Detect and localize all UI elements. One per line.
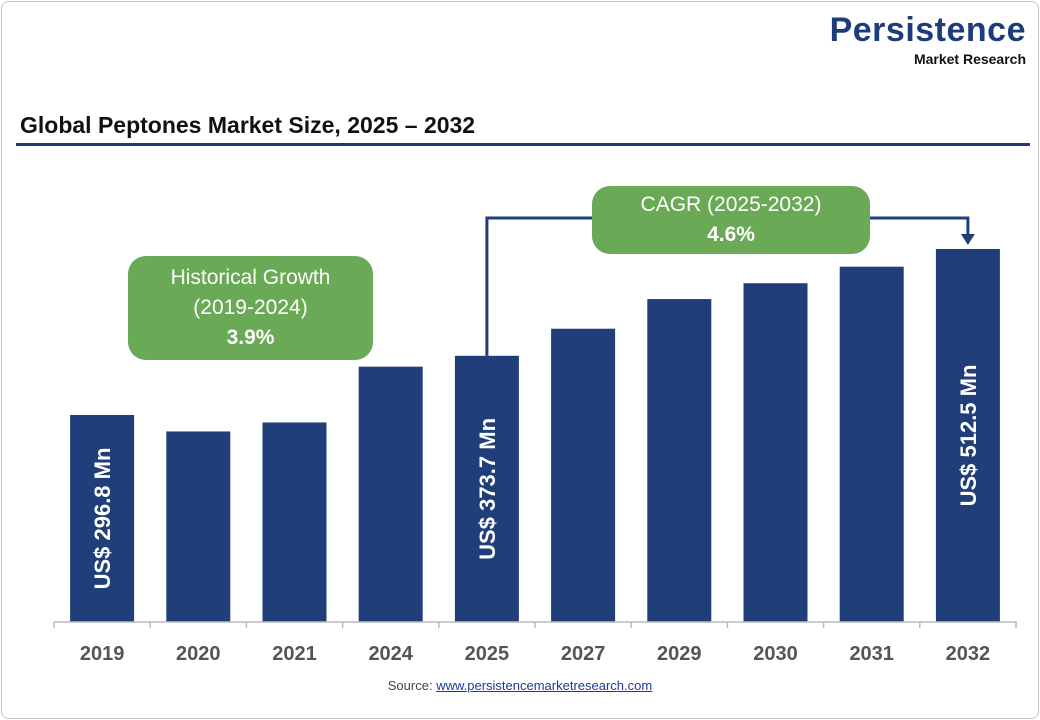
cagr-connector-end	[870, 216, 970, 236]
cagr-connector-start	[485, 216, 592, 356]
x-tick-label-2027: 2027	[561, 643, 606, 665]
x-tick-label-2019: 2019	[80, 643, 125, 665]
historical-growth-box: Historical Growth (2019-2024) 3.9%	[128, 256, 373, 360]
logo: Persistence Market Research	[830, 10, 1026, 68]
logo-line2: Market Research	[913, 51, 1026, 67]
cagr-box: CAGR (2025-2032) 4.6%	[592, 186, 870, 254]
bar-2019	[70, 414, 135, 622]
bar-2021	[262, 422, 327, 622]
source-label: Source:	[387, 678, 437, 693]
source-link[interactable]: www.persistencemarketresearch.com	[436, 678, 653, 693]
source-note: Source: www.persistencemarketresearch.co…	[0, 678, 1040, 694]
x-tick-label-2025: 2025	[465, 643, 510, 665]
x-tick-label-2021: 2021	[272, 643, 317, 665]
bar-2029	[647, 299, 712, 622]
x-tick-label-2030: 2030	[753, 643, 798, 665]
cagr-value: 4.6%	[707, 223, 755, 246]
bar-2027	[551, 328, 616, 622]
bar-2024	[358, 366, 423, 622]
x-tick-label-2024: 2024	[368, 643, 413, 665]
x-tick-label-2020: 2020	[176, 643, 221, 665]
cagr-label: CAGR (2025-2032)	[640, 193, 822, 216]
x-tick-label-2031: 2031	[849, 643, 894, 665]
chart-title: Global Peptones Market Size, 2025 – 2032	[20, 112, 476, 138]
bar-2020	[166, 431, 231, 622]
data-label-2025: US$ 373.7 Mn	[475, 418, 500, 560]
logo-line1: Persistence	[829, 11, 1026, 49]
bar-2032	[935, 248, 1000, 623]
x-tick-label-2032: 2032	[946, 643, 991, 665]
bar-2025	[454, 355, 519, 622]
title-divider	[16, 143, 1030, 146]
bar-2031	[839, 266, 904, 622]
x-tick-label-2029: 2029	[657, 643, 702, 665]
arrow-head-icon	[960, 234, 975, 245]
data-label-2032: US$ 512.5 Mn	[956, 365, 981, 507]
bar-2030	[743, 283, 808, 622]
data-label-2019: US$ 296.8 Mn	[90, 448, 115, 590]
historical-growth-period: (2019-2024)	[193, 296, 308, 319]
historical-growth-value: 3.9%	[226, 326, 275, 349]
historical-growth-label: Historical Growth	[170, 266, 331, 289]
